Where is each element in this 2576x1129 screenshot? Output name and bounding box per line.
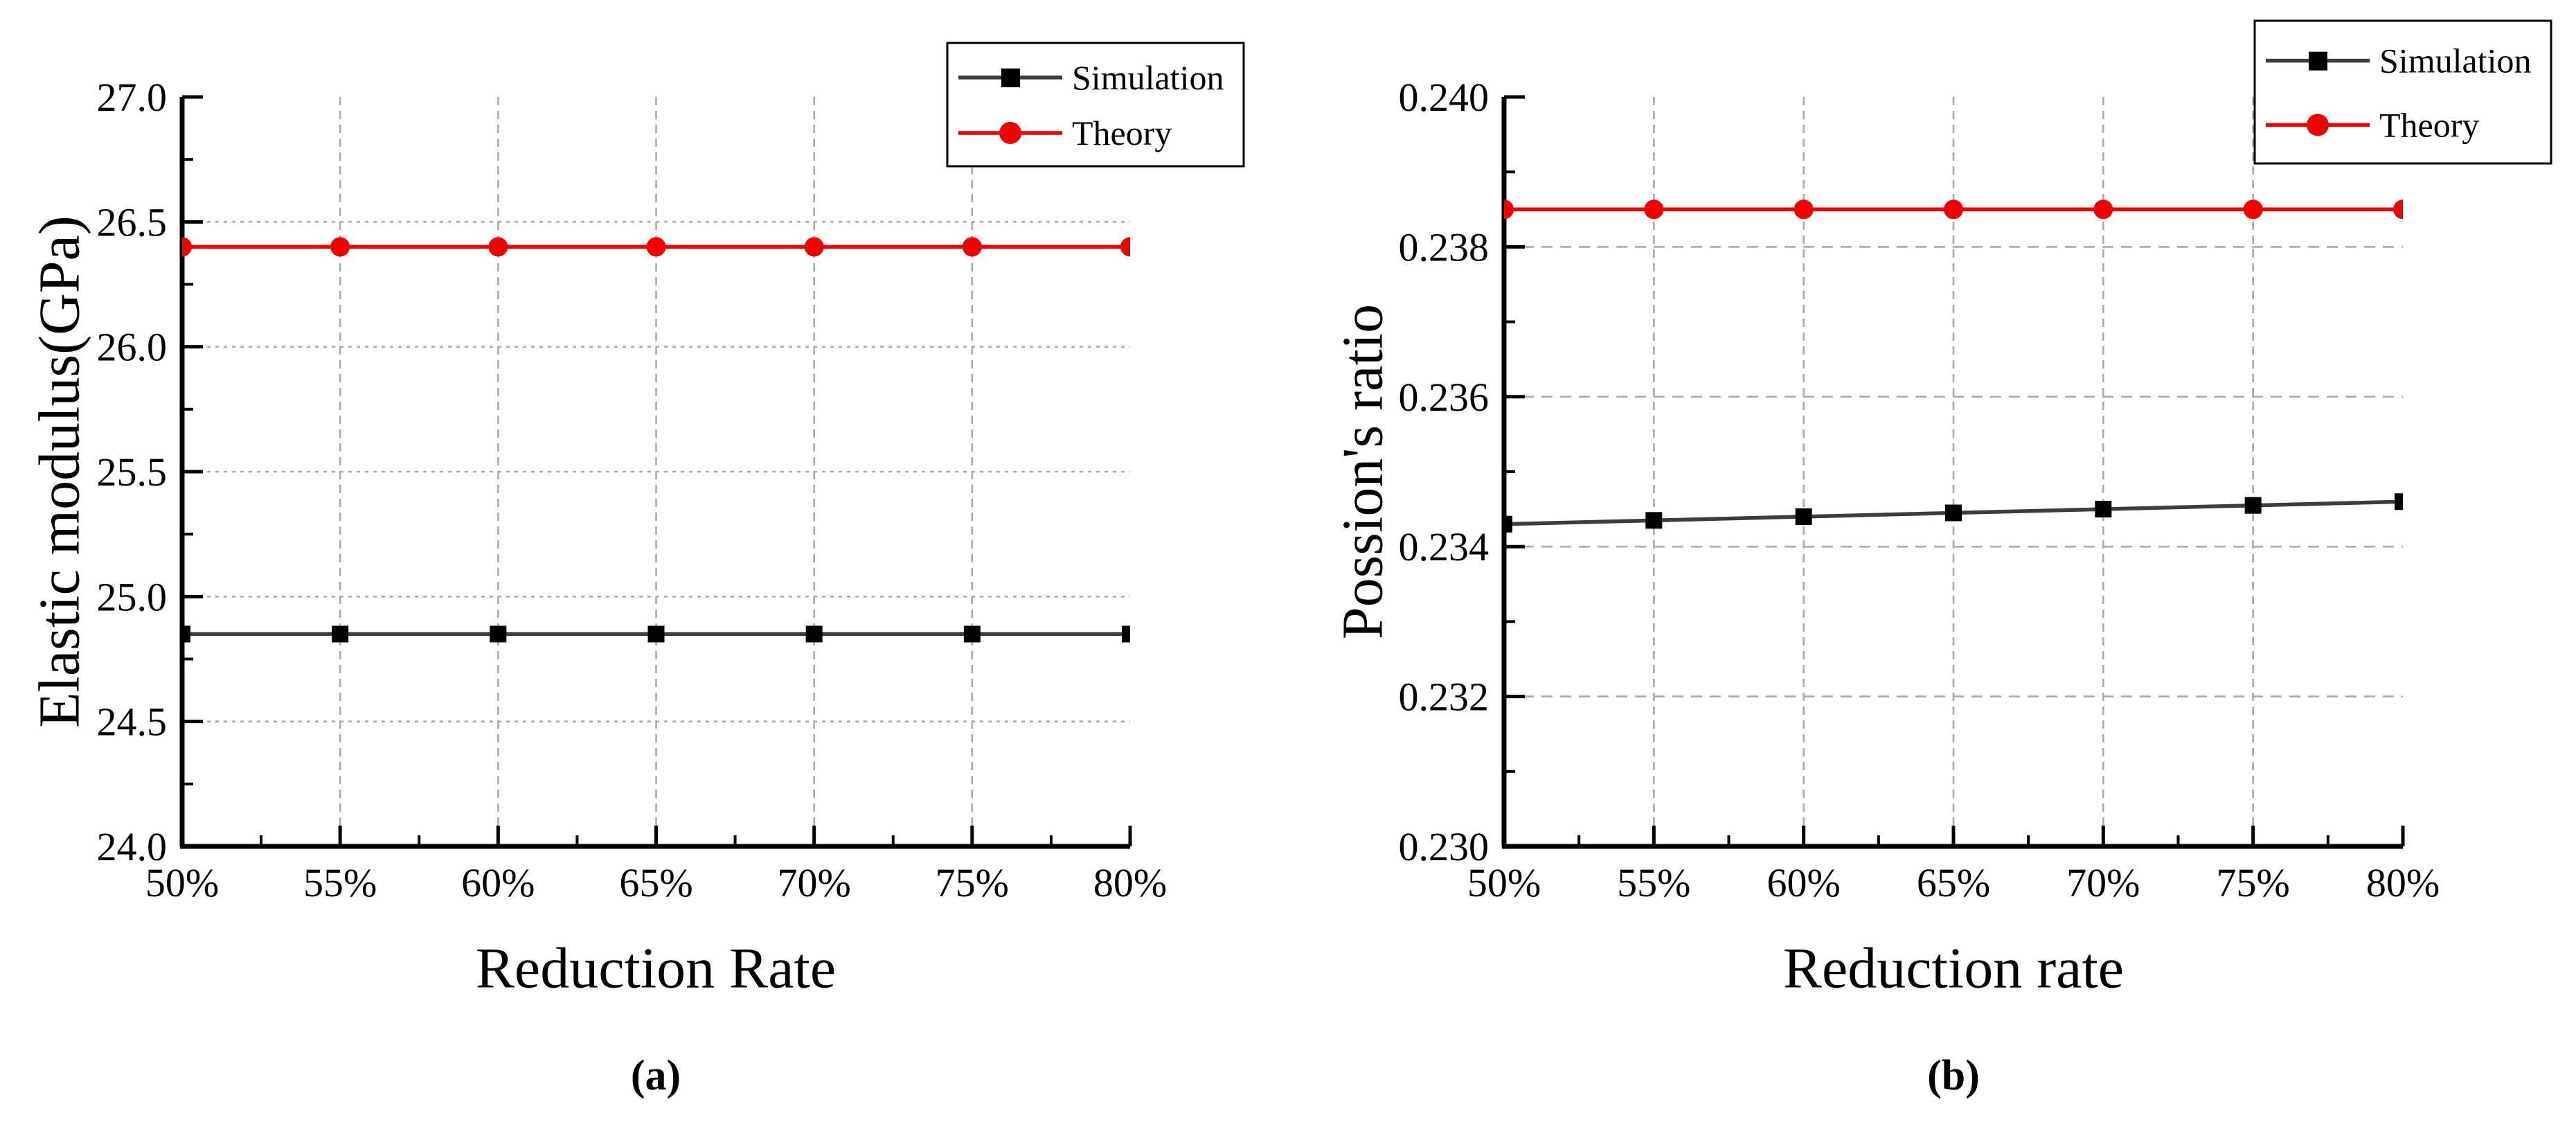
marker-circle	[1794, 199, 1814, 220]
x-tick-label: 80%	[2366, 860, 2440, 905]
marker-circle	[2243, 199, 2263, 220]
y-tick-label: 24.0	[97, 824, 168, 869]
marker-square	[2395, 493, 2403, 510]
series-group	[182, 237, 1130, 643]
y-tick-label: 26.5	[97, 199, 168, 245]
legend-box	[946, 42, 1245, 168]
marker-circle	[182, 237, 192, 257]
legend-label: Simulation	[1072, 58, 1224, 97]
marker-square	[2095, 501, 2112, 518]
y-tick-label: 0.238	[1399, 224, 1490, 269]
marker-square	[647, 625, 665, 643]
x-tick-label: 75%	[936, 860, 1009, 905]
marker-circle	[1120, 237, 1130, 257]
legend-marker-square	[1001, 68, 1020, 87]
marker-circle	[1504, 199, 1514, 220]
x-tick-label: 50%	[145, 860, 219, 905]
chart-a-caption: (a)	[630, 1052, 681, 1099]
marker-square	[1795, 508, 1812, 525]
chart-b-y-axis-title: Possion's ratio	[1330, 303, 1395, 640]
x-tick-label: 60%	[1767, 860, 1841, 905]
series-group	[1504, 199, 2403, 533]
x-tick-label: 70%	[778, 860, 851, 905]
marker-circle	[488, 237, 508, 257]
y-tick-label: 0.232	[1399, 675, 1490, 720]
marker-circle	[1944, 199, 1963, 220]
chart-a-canvas: 50% 55% 60% 65% 70% 75% 80% 24.0 24.5 25.0 25.5 26.…	[97, 42, 1245, 905]
marker-circle	[646, 237, 666, 257]
marker-square	[182, 625, 190, 643]
chart-b-caption: (b)	[1927, 1052, 1980, 1099]
x-tick-label: 70%	[2066, 860, 2140, 905]
y-tick-label: 0.236	[1399, 375, 1490, 420]
y-tick-label: 0.230	[1399, 824, 1490, 869]
y-tick-label: 25.0	[97, 574, 168, 619]
y-tick-label: 26.0	[97, 325, 168, 370]
legend-marker-square	[2309, 51, 2327, 71]
marker-square	[332, 625, 349, 643]
x-tick-label: 80%	[1093, 860, 1167, 905]
y-tick-label: 0.234	[1399, 524, 1490, 569]
legend-label: Theory	[1072, 114, 1172, 152]
marker-circle	[2393, 199, 2403, 220]
x-tick-label: 50%	[1467, 860, 1541, 905]
marker-square	[1645, 512, 1663, 529]
marker-circle	[2093, 199, 2113, 220]
x-tick-label: 75%	[2217, 860, 2290, 905]
marker-circle	[1644, 199, 1664, 220]
marker-square	[490, 625, 507, 643]
x-tick-label: 60%	[461, 860, 535, 905]
x-tick-label: 65%	[1917, 860, 1990, 905]
marker-square	[1504, 515, 1512, 533]
x-tick-label: 65%	[619, 860, 692, 905]
x-tick-label: 55%	[303, 860, 377, 905]
chart-b-canvas: 50% 55% 60% 65% 70% 75% 80% 0.230 0.232 0.234 0.23…	[1399, 19, 2552, 905]
legend-box	[2253, 19, 2552, 165]
legend-marker-circle	[999, 121, 1021, 144]
marker-square	[1945, 504, 1962, 522]
legend-label: Simulation	[2379, 42, 2531, 80]
y-tick-label: 27.0	[97, 75, 168, 120]
marker-square	[2244, 497, 2262, 514]
marker-circle	[962, 237, 982, 257]
y-tick-label: 24.5	[97, 700, 168, 745]
marker-square	[963, 625, 981, 643]
y-tick-label: 25.5	[97, 450, 168, 495]
marker-square	[1122, 625, 1130, 643]
marker-circle	[330, 237, 350, 257]
marker-circle	[804, 237, 824, 257]
x-tick-label: 55%	[1617, 860, 1690, 905]
legend-marker-circle	[2307, 114, 2329, 136]
chart-b-x-axis-title: Reduction rate	[1782, 936, 2125, 1001]
legend-label: Theory	[2379, 105, 2479, 144]
marker-square	[805, 625, 823, 643]
chart-a-x-axis-title: Reduction Rate	[475, 936, 837, 1001]
y-tick-label: 0.240	[1399, 75, 1490, 120]
chart-a-y-axis-title: Elastic modulus(GPa)	[27, 215, 92, 728]
